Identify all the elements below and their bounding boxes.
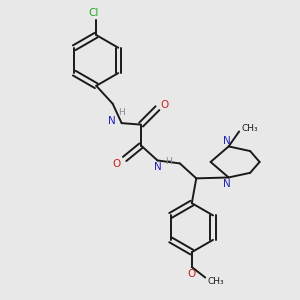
Text: O: O xyxy=(161,100,169,110)
Text: CH₃: CH₃ xyxy=(241,124,258,133)
Text: N: N xyxy=(223,179,231,189)
Text: H: H xyxy=(165,158,172,166)
Text: N: N xyxy=(108,116,116,126)
Text: N: N xyxy=(223,136,231,146)
Text: O: O xyxy=(112,159,120,169)
Text: CH₃: CH₃ xyxy=(208,278,225,286)
Text: H: H xyxy=(118,108,125,117)
Text: Cl: Cl xyxy=(88,8,98,18)
Text: N: N xyxy=(154,162,162,172)
Text: O: O xyxy=(188,268,196,279)
